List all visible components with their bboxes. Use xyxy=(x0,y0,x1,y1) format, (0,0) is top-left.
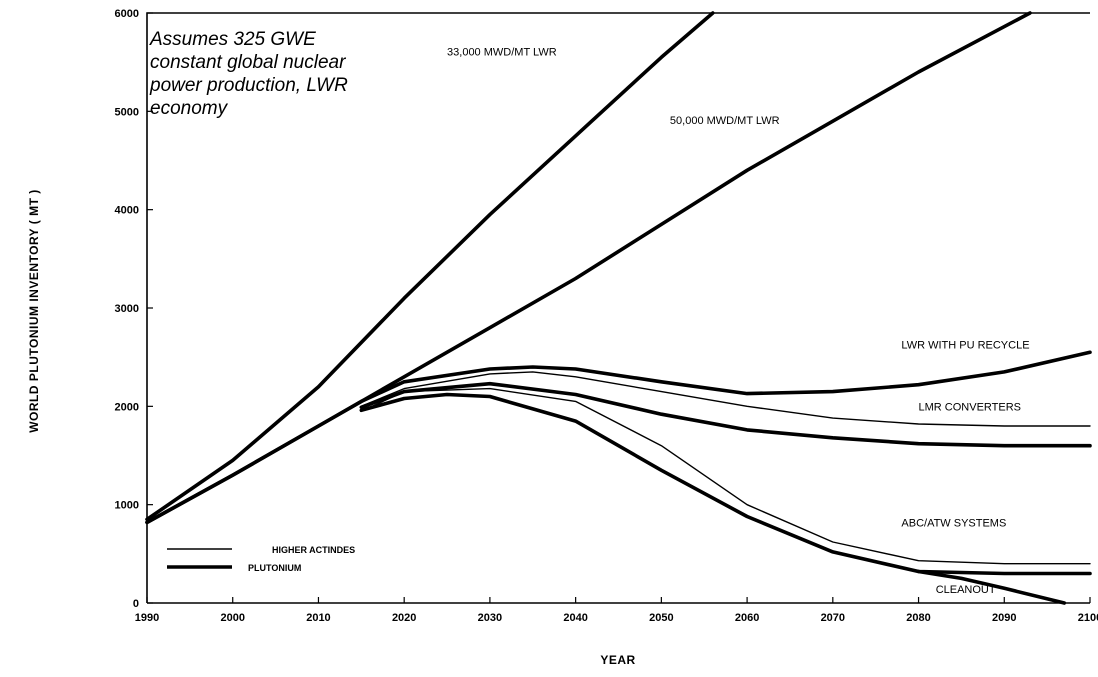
series-line-abc-atw-systems-thick xyxy=(359,392,1092,576)
series-label: LWR WITH PU RECYCLE xyxy=(901,339,1029,351)
annotation-line: constant global nuclear xyxy=(150,52,346,73)
x-tick-label: 2000 xyxy=(220,612,244,624)
x-tick-label: 2020 xyxy=(392,612,416,624)
y-tick-label: 0 xyxy=(133,598,139,610)
series-label: LMR CONVERTERS xyxy=(919,401,1021,413)
x-tick-label: 2050 xyxy=(649,612,673,624)
series-line-cleanout-thick xyxy=(916,569,1067,605)
x-tick-label: 2090 xyxy=(992,612,1016,624)
x-tick-label: 2010 xyxy=(306,612,330,624)
series-label: CLEANOUT xyxy=(936,584,996,596)
y-tick-label: 6000 xyxy=(115,8,139,20)
assumption-annotation: Assumes 325 GWE constant global nuclear po… xyxy=(149,29,348,119)
x-tick-label: 2060 xyxy=(735,612,759,624)
y-tick-label: 1000 xyxy=(115,500,139,512)
x-tick-label: 2040 xyxy=(563,612,587,624)
x-tick-label: 2070 xyxy=(821,612,845,624)
annotation-line: economy xyxy=(150,98,229,119)
y-tick-label: 4000 xyxy=(115,205,139,217)
annotation-line: power production, LWR xyxy=(149,75,348,96)
plot-border xyxy=(146,12,1090,603)
y-tick-label: 2000 xyxy=(115,401,139,413)
y-tick-label: 3000 xyxy=(115,303,139,315)
series-labels: 33,000 MWD/MT LWR 50,000 MWD/MT LWR LWR WI… xyxy=(447,46,1029,596)
legend-label: HIGHER ACTINDES xyxy=(272,545,355,555)
y-tick-label: 5000 xyxy=(115,106,139,118)
x-tick-label: 2080 xyxy=(906,612,930,624)
x-axis-title: YEAR xyxy=(600,653,635,667)
legend-label: PLUTONIUM xyxy=(248,563,301,573)
series-layer xyxy=(145,11,1092,605)
plot-frame xyxy=(146,12,1090,604)
series-line-lwr-with-pu-recycle-thick xyxy=(145,350,1092,525)
x-tick-label: 2030 xyxy=(478,612,502,624)
series-line-lmr-converters-thin xyxy=(360,371,1091,427)
series-label: 33,000 MWD/MT LWR xyxy=(447,46,557,58)
series-line-lmr-converters-thick xyxy=(359,381,1092,448)
x-tick-label: 1990 xyxy=(135,612,159,624)
series-line-abc-atw-systems-thin xyxy=(360,387,1091,565)
series-line-33-000-mwd-mt-lwr-thick xyxy=(145,11,715,522)
y-axis-title: WORLD PLUTONIUM INVENTORY ( MT ) xyxy=(27,189,41,433)
series-label: ABC/ATW SYSTEMS xyxy=(901,517,1006,529)
y-axis: 0 1000 2000 3000 4000 5000 6000 xyxy=(115,8,153,610)
legend: HIGHER ACTINDES PLUTONIUM xyxy=(167,545,355,573)
x-tick-label: 2100 xyxy=(1078,612,1098,624)
annotation-line: Assumes 325 GWE xyxy=(149,29,316,50)
series-label: 50,000 MWD/MT LWR xyxy=(670,115,780,127)
x-axis: 1990 2000 2010 2020 2030 2040 2050 2060 2070 2080… xyxy=(135,597,1098,624)
